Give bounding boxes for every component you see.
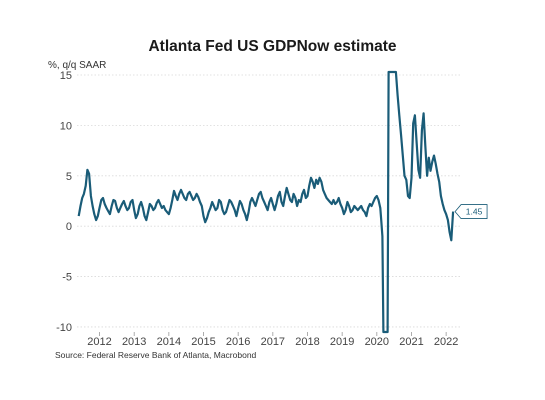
y-axis-label: %, q/q SAAR — [48, 60, 107, 71]
x-tick-label: 2017 — [261, 336, 285, 348]
chart-title: Atlanta Fed US GDPNow estimate — [148, 38, 397, 55]
x-tick-label: 2012 — [87, 336, 111, 348]
last-value-callout: 1.45 — [454, 204, 488, 219]
y-tick-label: 0 — [66, 221, 72, 233]
x-tick-label: 2019 — [330, 336, 354, 348]
x-axis-ticks: 2012 2013 2014 2015 2016 2017 2018 2019 2020 2021… — [87, 332, 458, 348]
x-tick-label: 2020 — [365, 336, 389, 348]
y-tick-label: -5 — [62, 272, 72, 284]
y-tick-label: 10 — [60, 120, 72, 132]
x-tick-label: 2022 — [434, 336, 458, 348]
x-tick-label: 2013 — [122, 336, 146, 348]
x-tick-label: 2021 — [399, 336, 423, 348]
gridlines — [77, 74, 460, 328]
x-tick-label: 2016 — [226, 336, 250, 348]
source-note: Source: Federal Reserve Bank of Atlanta,… — [55, 350, 257, 360]
x-tick-label: 2015 — [191, 336, 215, 348]
y-tick-label: 5 — [66, 171, 72, 183]
y-axis-ticks: 15 10 5 0 -5 -10 — [56, 70, 72, 334]
last-value-label: 1.45 — [466, 207, 483, 217]
gdpnow-series-line — [77, 70, 455, 334]
y-tick-label: 15 — [60, 70, 72, 82]
last-value-box — [454, 204, 488, 219]
y-tick-label: -10 — [56, 322, 72, 334]
x-tick-label: 2014 — [157, 336, 181, 348]
x-tick-label: 2018 — [295, 336, 319, 348]
